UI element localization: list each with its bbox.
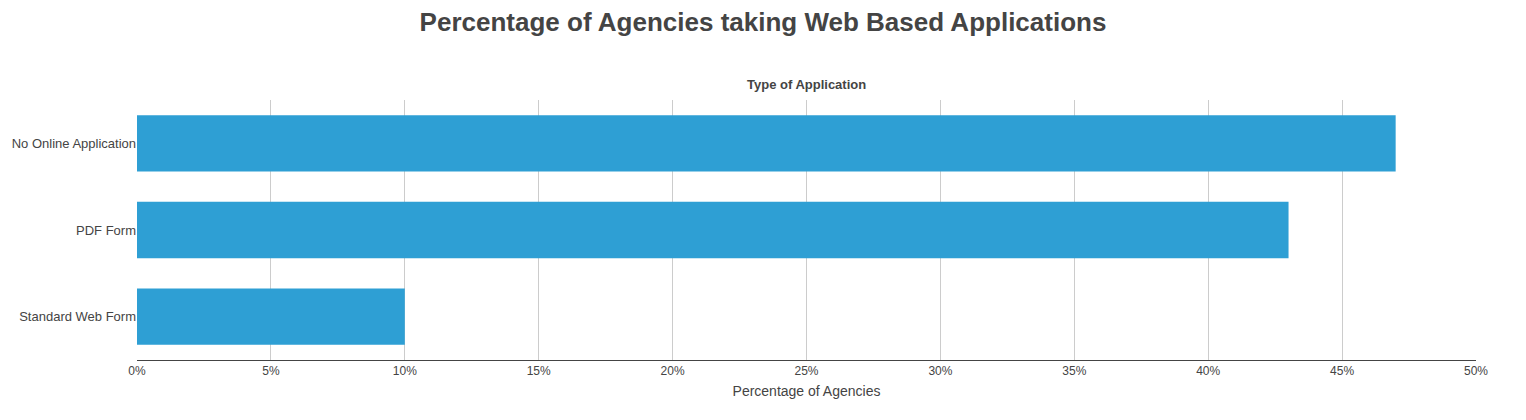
svg-text:45%: 45% [1330,364,1354,378]
svg-text:5%: 5% [262,364,280,378]
svg-text:15%: 15% [527,364,551,378]
svg-text:Standard Web Form: Standard Web Form [19,309,136,324]
svg-text:PDF Form: PDF Form [76,223,136,238]
svg-text:40%: 40% [1196,364,1220,378]
svg-text:35%: 35% [1062,364,1086,378]
svg-text:20%: 20% [661,364,685,378]
svg-text:30%: 30% [928,364,952,378]
svg-text:25%: 25% [794,364,818,378]
svg-text:No Online Application: No Online Application [12,136,136,151]
svg-text:Percentage of Agencies: Percentage of Agencies [733,383,881,399]
svg-text:10%: 10% [393,364,417,378]
svg-text:Type of Application: Type of Application [747,77,866,92]
svg-text:50%: 50% [1464,364,1488,378]
svg-text:Percentage of Agencies taking: Percentage of Agencies taking Web Based … [420,7,1107,37]
svg-text:0%: 0% [128,364,146,378]
